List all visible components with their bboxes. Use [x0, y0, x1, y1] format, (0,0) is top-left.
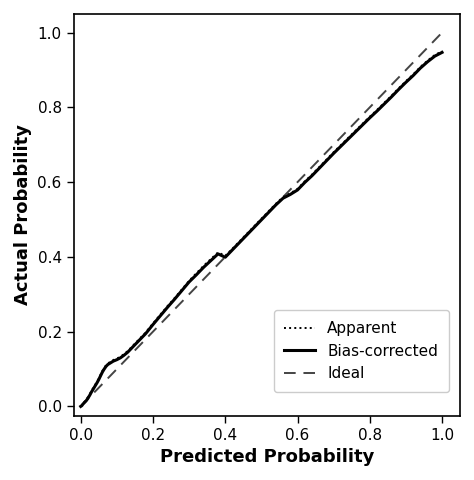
X-axis label: Predicted Probability: Predicted Probability — [160, 448, 374, 466]
Legend: Apparent, Bias-corrected, Ideal: Apparent, Bias-corrected, Ideal — [273, 311, 448, 392]
Y-axis label: Actual Probability: Actual Probability — [14, 124, 32, 305]
